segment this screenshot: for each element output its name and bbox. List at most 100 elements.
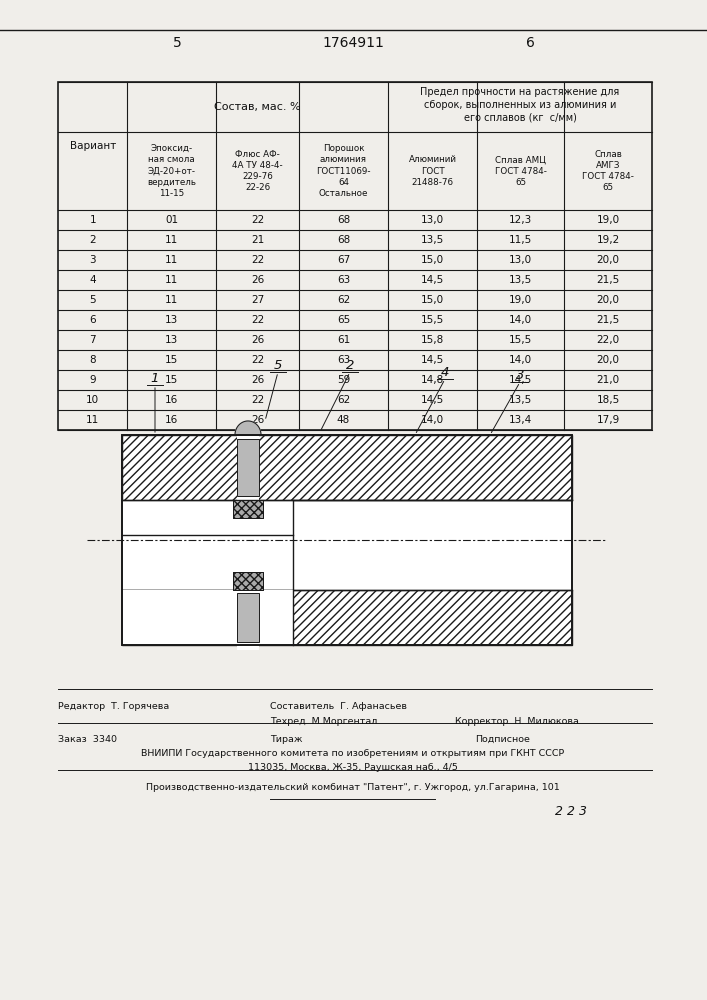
- Text: 19,0: 19,0: [597, 215, 619, 225]
- Text: 7: 7: [89, 335, 96, 345]
- Bar: [233, 572, 263, 590]
- Text: 11,5: 11,5: [509, 235, 532, 245]
- Text: 65: 65: [337, 315, 350, 325]
- Text: 13: 13: [165, 315, 178, 325]
- Text: 14,5: 14,5: [421, 355, 444, 365]
- Text: 9: 9: [89, 375, 96, 385]
- Text: 113035, Москва, Ж-35, Раушская наб., 4/5: 113035, Москва, Ж-35, Раушская наб., 4/5: [248, 763, 458, 772]
- Text: Корректор  Н. Милюкова: Корректор Н. Милюкова: [455, 717, 579, 726]
- Text: 4: 4: [440, 366, 449, 379]
- Text: 21,5: 21,5: [597, 275, 620, 285]
- Text: 48: 48: [337, 415, 350, 425]
- Text: 68: 68: [337, 215, 350, 225]
- Text: 61: 61: [337, 335, 350, 345]
- Text: 26: 26: [251, 335, 264, 345]
- Text: 13,0: 13,0: [509, 255, 532, 265]
- Text: Состав, мас. %: Состав, мас. %: [214, 102, 301, 112]
- Text: 8: 8: [89, 355, 96, 365]
- Text: Составитель  Г. Афанасьев: Составитель Г. Афанасьев: [270, 702, 407, 711]
- Text: 15: 15: [165, 355, 178, 365]
- Text: 21,5: 21,5: [597, 315, 620, 325]
- Text: 11: 11: [165, 255, 178, 265]
- Text: 68: 68: [337, 235, 350, 245]
- Text: 2 2 3: 2 2 3: [555, 805, 587, 818]
- Text: Сплав АМЦ
ГОСТ 4784-
65: Сплав АМЦ ГОСТ 4784- 65: [495, 155, 547, 187]
- Text: 13,5: 13,5: [421, 235, 444, 245]
- Bar: [122, 590, 572, 645]
- Text: 59: 59: [337, 375, 350, 385]
- Text: Производственно-издательский комбинат "Патент", г. Ужгород, ул.Гагарина, 101: Производственно-издательский комбинат "П…: [146, 783, 560, 792]
- Text: 14,5: 14,5: [421, 395, 444, 405]
- Bar: [233, 500, 263, 518]
- Bar: [233, 572, 263, 590]
- Text: 6: 6: [525, 36, 534, 50]
- Bar: [122, 435, 572, 500]
- Text: 20,0: 20,0: [597, 255, 619, 265]
- Text: 21,0: 21,0: [597, 375, 619, 385]
- Text: 01: 01: [165, 215, 178, 225]
- Bar: [122, 435, 572, 645]
- Text: 2: 2: [346, 359, 354, 372]
- Text: 15,0: 15,0: [421, 255, 444, 265]
- Text: 12,3: 12,3: [509, 215, 532, 225]
- Text: 2: 2: [89, 235, 96, 245]
- Text: 19,2: 19,2: [597, 235, 620, 245]
- Text: 11: 11: [165, 275, 178, 285]
- Text: 13,0: 13,0: [421, 215, 444, 225]
- Text: 5: 5: [173, 36, 182, 50]
- Text: 14,8: 14,8: [421, 375, 444, 385]
- Bar: [58, 82, 652, 430]
- Text: 1: 1: [89, 215, 96, 225]
- Text: 15: 15: [165, 375, 178, 385]
- Text: 14,0: 14,0: [509, 315, 532, 325]
- Bar: [237, 430, 259, 500]
- Text: 62: 62: [337, 295, 350, 305]
- Polygon shape: [235, 421, 261, 435]
- Text: 3: 3: [516, 369, 524, 382]
- Text: 15,0: 15,0: [421, 295, 444, 305]
- Text: ВНИИПИ Государственного комитета по изобретениям и открытиям при ГКНТ СССР: ВНИИПИ Государственного комитета по изоб…: [141, 749, 565, 758]
- Text: 14,5: 14,5: [509, 375, 532, 385]
- Text: 62: 62: [337, 395, 350, 405]
- Bar: [233, 500, 263, 518]
- Text: 22: 22: [251, 215, 264, 225]
- Text: Сплав
АМГЗ
ГОСТ 4784-
65: Сплав АМГЗ ГОСТ 4784- 65: [582, 150, 634, 192]
- Bar: [237, 593, 259, 642]
- Bar: [122, 435, 572, 645]
- Text: 5: 5: [274, 359, 282, 372]
- Text: 17,9: 17,9: [597, 415, 620, 425]
- Text: 15,8: 15,8: [421, 335, 444, 345]
- Text: 16: 16: [165, 415, 178, 425]
- Text: 1764911: 1764911: [322, 36, 384, 50]
- Text: 5: 5: [89, 295, 96, 305]
- Text: Техред  М.Моргентал: Техред М.Моргентал: [270, 717, 378, 726]
- Text: 14,0: 14,0: [509, 355, 532, 365]
- Bar: [122, 590, 572, 645]
- Bar: [122, 435, 572, 500]
- Text: Эпоксид-
ная смола
ЭД-20+от-
вердитель
11-15: Эпоксид- ная смола ЭД-20+от- вердитель 1…: [147, 144, 197, 198]
- Bar: [293, 500, 572, 590]
- Text: 19,0: 19,0: [509, 295, 532, 305]
- Text: 63: 63: [337, 275, 350, 285]
- Text: 26: 26: [251, 375, 264, 385]
- Bar: [122, 500, 293, 590]
- Text: 26: 26: [251, 415, 264, 425]
- Text: 22: 22: [251, 355, 264, 365]
- Text: 13: 13: [165, 335, 178, 345]
- Text: Порошок
алюминия
ГОСТ11069-
64
Остальное: Порошок алюминия ГОСТ11069- 64 Остальное: [316, 144, 370, 198]
- Text: 1: 1: [151, 372, 159, 385]
- Text: 22: 22: [251, 395, 264, 405]
- Text: 26: 26: [251, 275, 264, 285]
- Text: 13,5: 13,5: [509, 395, 532, 405]
- Text: 22: 22: [251, 315, 264, 325]
- Text: 3: 3: [89, 255, 96, 265]
- Text: Заказ  3340: Заказ 3340: [58, 735, 117, 744]
- Text: Подписное: Подписное: [475, 735, 530, 744]
- Text: Предел прочности на растяжение для
сборок, выполненных из алюминия и
его сплавов: Предел прочности на растяжение для сборо…: [421, 87, 619, 123]
- Bar: [122, 590, 293, 645]
- Text: Вариант: Вариант: [69, 141, 116, 151]
- Text: 15,5: 15,5: [509, 335, 532, 345]
- Text: 14,0: 14,0: [421, 415, 444, 425]
- Text: 18,5: 18,5: [597, 395, 620, 405]
- Text: 22: 22: [251, 255, 264, 265]
